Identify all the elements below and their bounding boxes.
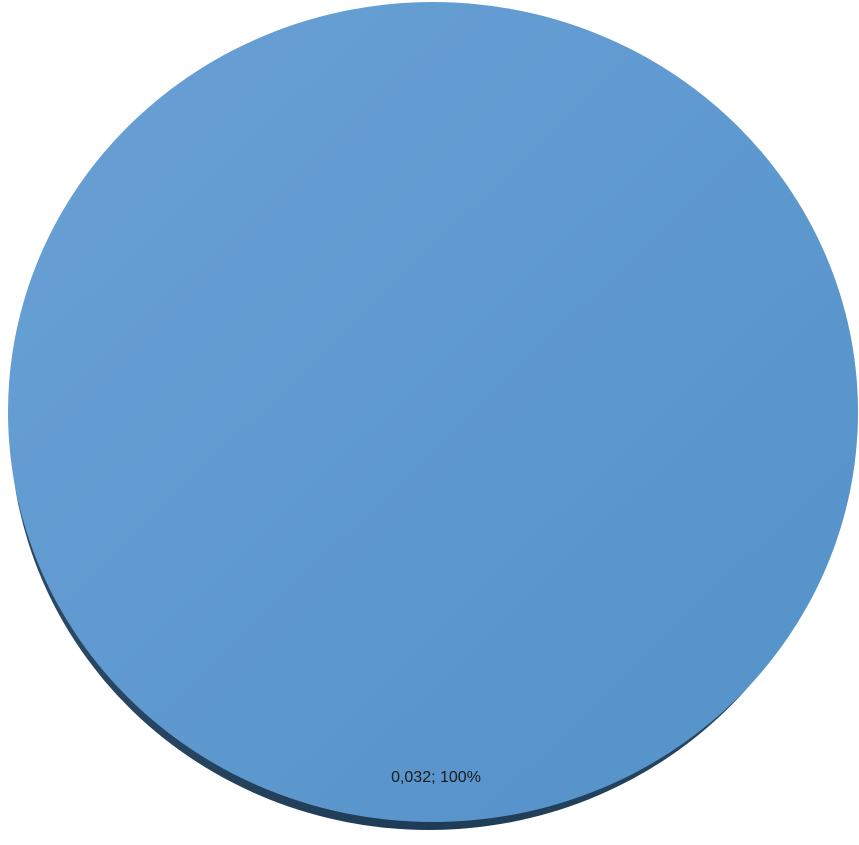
pie-slice-0 <box>8 2 858 822</box>
data-label-0: 0,032; 100% <box>391 769 481 786</box>
